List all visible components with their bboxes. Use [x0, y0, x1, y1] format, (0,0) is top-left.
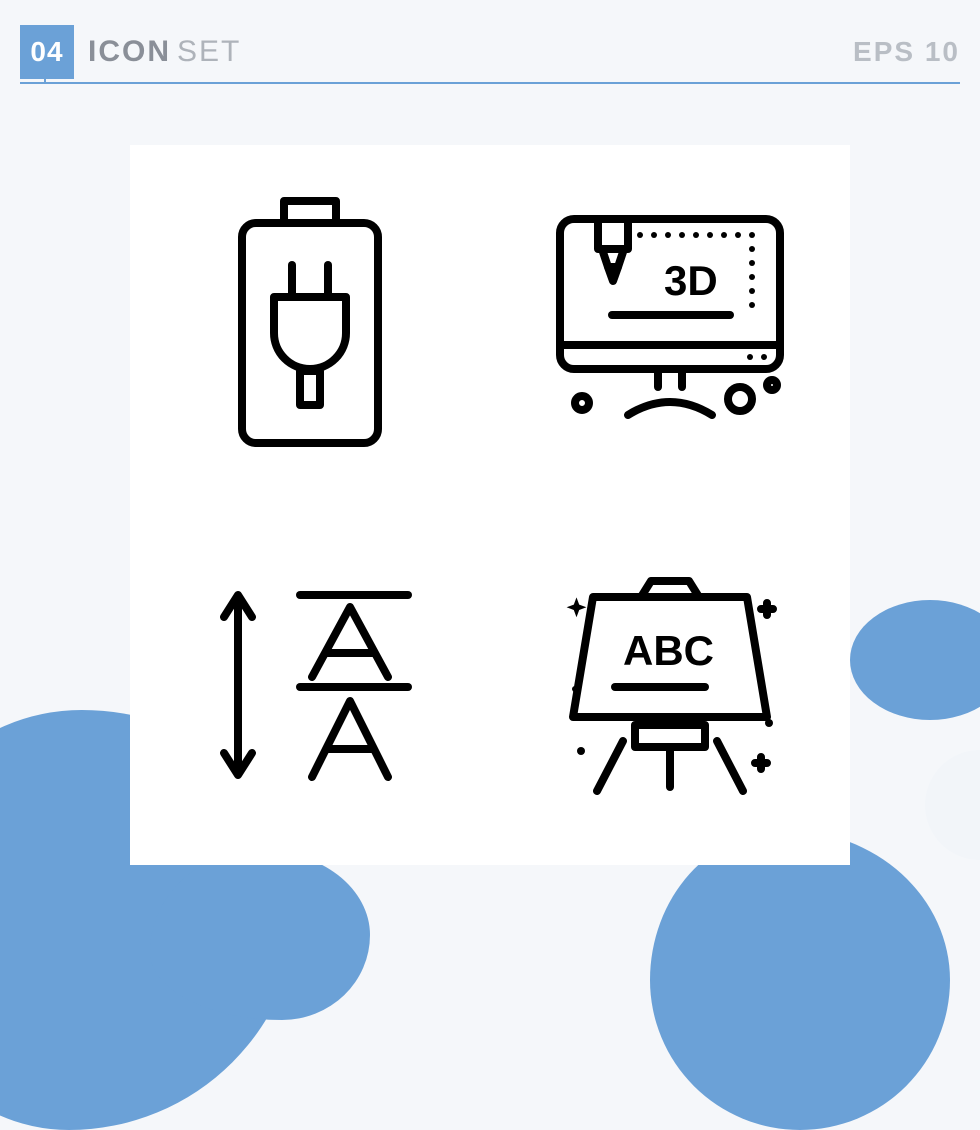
- bg-blob: [650, 830, 950, 1130]
- title: ICON SET: [88, 37, 241, 67]
- whiteboard-label: ABC: [623, 627, 714, 674]
- whiteboard-abc-icon: ABC: [490, 505, 850, 865]
- battery-plug-icon: [130, 145, 490, 505]
- header-rule: [20, 82, 960, 84]
- eps-label: EPS 10: [853, 36, 960, 68]
- monitor-3d-icon: 3D: [490, 145, 850, 505]
- bg-blob-cut: [925, 750, 980, 860]
- line-height-icon: [130, 505, 490, 865]
- icon-card: 3D: [130, 145, 850, 865]
- title-main: ICON: [88, 37, 171, 67]
- monitor-3d-label: 3D: [664, 257, 718, 304]
- title-sub: SET: [177, 37, 241, 67]
- count-badge-number: 04: [30, 36, 63, 68]
- header: 04 ICON SET EPS 10: [20, 22, 960, 82]
- bg-blob: [850, 600, 980, 720]
- count-badge: 04: [20, 25, 74, 79]
